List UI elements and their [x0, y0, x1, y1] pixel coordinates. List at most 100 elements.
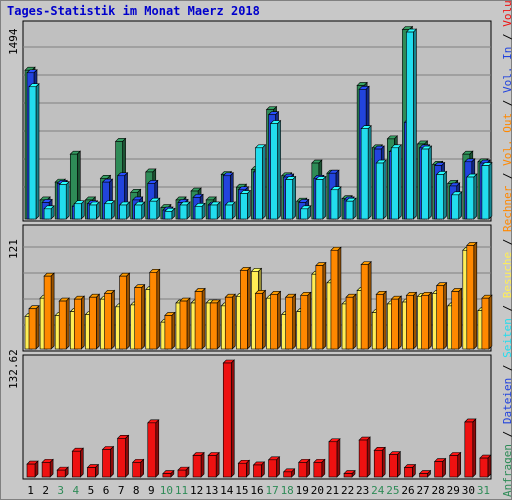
bar-seiten [104, 203, 112, 220]
bar-rechner-side [262, 289, 266, 350]
bar-volumen [404, 467, 413, 478]
day-label: 26 [401, 484, 414, 497]
day-label: 24 [371, 484, 385, 497]
bar-volumen-side [397, 450, 401, 478]
bar-seiten-side [247, 189, 251, 220]
bar-seiten [255, 147, 263, 220]
bar-seiten-side [96, 201, 100, 220]
bar-seiten-side [80, 200, 85, 220]
bar-seiten [360, 128, 369, 220]
bar-volumen-side [487, 454, 492, 478]
bar-volumen [358, 439, 368, 478]
bar-rechner [240, 270, 248, 350]
bar-seiten-side [216, 201, 221, 220]
bar-volumen-side [246, 459, 250, 478]
bar-volumen [434, 461, 443, 478]
bar-seiten-side [231, 201, 236, 220]
legend-segment: Besuche [501, 251, 512, 299]
bar-rechner [360, 264, 369, 350]
bar-rechner-side [80, 295, 85, 350]
bar-rechner [43, 275, 52, 350]
day-label: 20 [311, 484, 324, 497]
legend-segment: / [501, 232, 512, 252]
bar-volumen [71, 450, 81, 478]
legend-segment: / [501, 424, 512, 444]
day-label: 12 [190, 484, 203, 497]
legend-segment: Seiten [501, 318, 512, 358]
bar-seiten [421, 148, 429, 220]
bar-volumen-side [457, 451, 462, 478]
bar-rechner [134, 287, 142, 350]
bar-volumen [313, 462, 323, 478]
bar-seiten [375, 162, 384, 220]
bar-rechner [255, 293, 263, 350]
bar-seiten-side [398, 144, 402, 220]
bar-volumen [177, 469, 187, 478]
day-label: 22 [341, 484, 354, 497]
bar-volumen [26, 463, 36, 478]
day-label: 9 [148, 484, 155, 497]
day-label: 2 [42, 484, 49, 497]
day-label: 13 [205, 484, 218, 497]
bar-rechner-side [307, 291, 312, 350]
day-label: 29 [447, 484, 460, 497]
bar-seiten [134, 204, 142, 220]
bar-volumen [479, 457, 489, 478]
bar-seiten-side [201, 202, 206, 220]
legend-segment: / [501, 358, 512, 378]
bar-volumen [373, 450, 383, 478]
day-label: 18 [281, 484, 294, 497]
bar-rechner [315, 265, 324, 350]
bar-rechner [285, 296, 293, 350]
bar-volumen [222, 362, 232, 478]
bar-seiten [209, 204, 218, 220]
bar-seiten-side [322, 175, 327, 220]
bar-volumen [328, 441, 338, 478]
bar-rechner [375, 294, 384, 350]
bar-volumen-side [306, 458, 311, 478]
bar-volumen [87, 467, 96, 478]
bar-seiten-side [337, 186, 342, 220]
day-label: 28 [432, 484, 445, 497]
day-label: 11 [175, 484, 188, 497]
bar-rechner-side [156, 268, 161, 350]
bar-seiten-side [262, 144, 266, 220]
bar-rechner-side [382, 290, 387, 350]
bar-rechner [345, 296, 354, 350]
day-label: 17 [265, 484, 278, 497]
bar-volumen-side [336, 438, 341, 478]
bar-rechner [391, 298, 399, 350]
bar-seiten [466, 176, 475, 220]
day-label: 3 [57, 484, 64, 497]
bar-volumen-side [140, 458, 144, 478]
day-label: 16 [250, 484, 263, 497]
legend-segment: Vol. In [501, 46, 512, 93]
day-label: 27 [416, 484, 429, 497]
day-label: 1 [27, 484, 34, 497]
day-label: 21 [326, 484, 339, 497]
bar-seiten [89, 204, 97, 220]
bar-rechner-side [458, 287, 463, 350]
ymax-label: 121 [7, 239, 20, 259]
bar-seiten [119, 204, 127, 220]
bar-rechner-side [277, 290, 281, 350]
bar-volumen-side [261, 461, 265, 478]
bar-volumen-side [155, 419, 160, 478]
bar-seiten-side [352, 197, 357, 220]
bar-rechner [164, 315, 173, 350]
legend-segment: / [501, 93, 512, 113]
day-label: 7 [118, 484, 125, 497]
day-label: 6 [103, 484, 110, 497]
day-label: 15 [235, 484, 248, 497]
bar-volumen [192, 455, 202, 478]
bar-rechner-side [247, 266, 251, 350]
bar-seiten [240, 193, 248, 220]
bar-volumen [283, 471, 292, 478]
bar-rechner-side [443, 282, 447, 350]
bar-seiten [224, 204, 233, 220]
bar-rechner [194, 291, 203, 350]
bar-rechner [179, 300, 188, 350]
bar-volumen [449, 455, 459, 478]
